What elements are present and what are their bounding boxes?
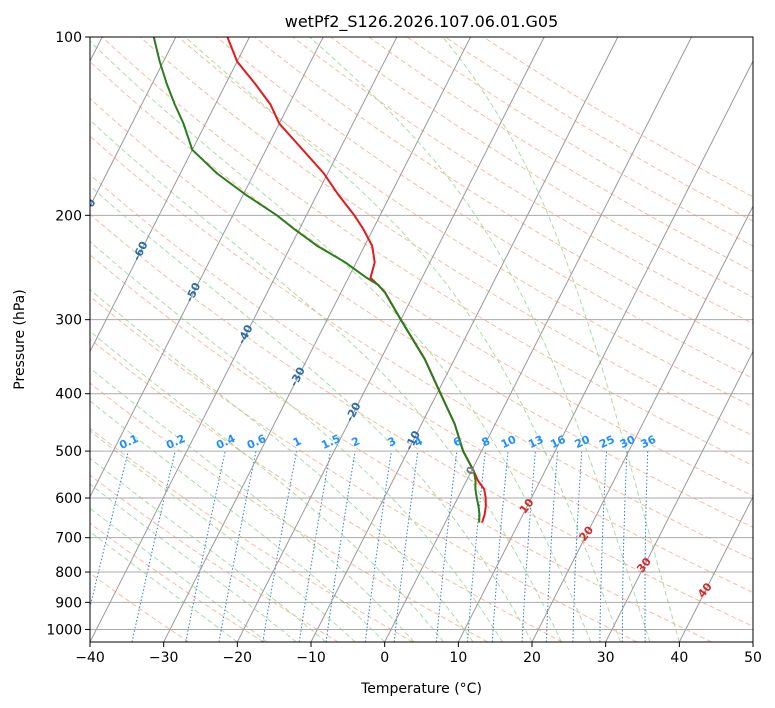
x-tick-label: 0 xyxy=(380,650,389,666)
moist-adiabat-line xyxy=(90,330,444,642)
isotherm-line xyxy=(90,37,177,208)
isotherm-line xyxy=(163,37,471,642)
dry-adiabat-line xyxy=(216,37,753,380)
moist-adiabat-line xyxy=(90,507,268,642)
moist-adiabat-line xyxy=(90,241,503,642)
plot-series xyxy=(152,37,487,523)
mixing-ratio-line xyxy=(298,451,331,642)
mixing-ratio-line xyxy=(467,451,486,642)
mixing-ratio-line xyxy=(491,451,509,642)
x-tick-label: −40 xyxy=(75,650,105,666)
mixing-ratio-label: 13 xyxy=(526,433,545,451)
x-tick-label: −10 xyxy=(296,650,326,666)
x-tick-label: 50 xyxy=(744,650,762,666)
isotherm-label: -70 xyxy=(78,196,99,220)
mixing-ratio-line xyxy=(364,451,392,642)
mixing-ratio-line xyxy=(218,451,257,642)
isotherm-line xyxy=(90,37,250,353)
mixing-ratio-label: 20 xyxy=(573,433,593,451)
axes: −40 −30 −20 −10 0 10 20 30 40 50 100 200 300 400 500 60… xyxy=(46,30,762,666)
mixing-ratio-line xyxy=(131,450,176,642)
mixing-ratio-line xyxy=(393,451,419,642)
isotherm-line xyxy=(310,37,619,642)
mixing-ratio-label: 36 xyxy=(639,433,659,451)
isotherm-line xyxy=(90,37,324,498)
mixing-ratio-label: 16 xyxy=(548,433,568,451)
mixing-ratio-line xyxy=(185,450,226,642)
dewpoint-profile-line xyxy=(152,37,481,523)
plot-frame xyxy=(89,36,754,643)
x-tick-label: 40 xyxy=(670,650,688,666)
x-axis-label: Temperature (°C) xyxy=(360,681,482,697)
y-axis-label: Pressure (hPa) xyxy=(12,289,28,389)
x-tick-label: −20 xyxy=(223,650,253,666)
mixing-ratio-line xyxy=(644,451,649,642)
isotherm-line xyxy=(457,59,753,642)
x-tick-label: −30 xyxy=(149,650,179,666)
mixing-ratio-line xyxy=(572,451,583,642)
mixing-ratio-line xyxy=(621,451,628,642)
chart-title: wetPf2_S126.2026.107.06.01.G05 xyxy=(285,12,559,32)
x-tick-label: 20 xyxy=(523,650,541,666)
dry-adiabat-line xyxy=(330,37,753,298)
dry-adiabat-line xyxy=(90,382,488,642)
dry-adiabat-line xyxy=(483,37,753,198)
moist-adiabat-line xyxy=(90,400,386,642)
isotherm-line xyxy=(605,350,753,642)
y-tick-label: 100 xyxy=(55,30,82,46)
y-tick-label: 1000 xyxy=(46,622,82,638)
mixing-ratio-line xyxy=(599,451,607,642)
dry-adiabat-line xyxy=(90,522,264,642)
dry-adiabat-line xyxy=(139,37,753,437)
isotherm-line xyxy=(678,495,753,642)
mixing-ratio-label: 25 xyxy=(597,433,616,451)
dry-adiabat-line xyxy=(90,135,753,560)
mixing-ratio-label: 30 xyxy=(618,433,638,451)
dry-adiabat-line xyxy=(90,174,753,594)
moist-adiabat-line xyxy=(309,37,651,642)
moist-adiabat-line xyxy=(442,37,680,642)
mixing-ratio-label: 10 xyxy=(499,433,519,451)
y-tick-label: 600 xyxy=(55,491,82,507)
mixing-ratio-line xyxy=(435,451,458,642)
dry-adiabat-line xyxy=(368,37,753,272)
mixing-ratio-line xyxy=(90,450,129,610)
y-tick-label: 200 xyxy=(55,208,82,224)
mixing-ratio-line xyxy=(521,451,536,642)
y-tick-label: 700 xyxy=(55,531,82,547)
y-tick-label: 500 xyxy=(55,444,82,460)
dry-adiabat-line xyxy=(90,474,339,642)
moist-adiabat-line xyxy=(90,40,592,642)
y-tick-label: 800 xyxy=(55,565,82,581)
moist-adiabat-line xyxy=(184,37,621,642)
mixing-ratio-line xyxy=(262,451,298,642)
isotherm-line xyxy=(531,205,753,642)
isotherm-line xyxy=(90,37,398,642)
dry-adiabat-line xyxy=(90,295,638,642)
isotherm-line xyxy=(236,37,545,642)
dry-adiabat-line xyxy=(90,97,753,528)
x-tick-label: 30 xyxy=(597,650,615,666)
y-tick-label: 400 xyxy=(55,387,82,403)
dry-adiabat-line xyxy=(90,427,414,642)
dry-adiabat-line xyxy=(90,213,753,627)
moist-adiabat-line xyxy=(90,457,327,642)
dry-adiabat-line xyxy=(254,37,753,352)
dry-adiabat-line xyxy=(445,37,753,222)
moist-adiabat-line xyxy=(90,367,415,642)
y-tick-label: 300 xyxy=(55,313,82,329)
x-tick-label: 10 xyxy=(449,650,467,666)
y-tick-label: 900 xyxy=(55,595,82,611)
mixing-ratio-line xyxy=(325,451,356,642)
isotherm-line xyxy=(384,37,692,642)
